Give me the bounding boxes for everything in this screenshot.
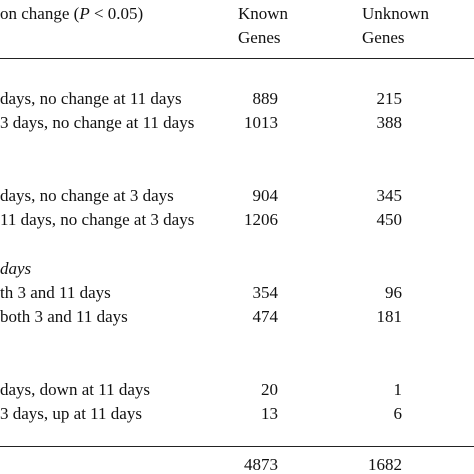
row-label: days, down at 11 days <box>0 380 150 399</box>
total-known-value: 4873 <box>244 455 278 474</box>
col-unknown-header-line2: Genes <box>362 28 405 47</box>
caption-prefix: on change ( <box>0 4 80 23</box>
row-label: th 3 and 11 days <box>0 283 111 302</box>
row-unknown-value: 388 <box>376 113 403 132</box>
col-known-header-line2: Genes <box>238 28 281 47</box>
row-unknown-value: 450 <box>376 210 403 229</box>
row-known-value: 354 <box>252 283 279 302</box>
caption-p-symbol: P <box>79 4 90 23</box>
caption-suffix: < 0.05) <box>89 4 144 23</box>
row-known-value: 904 <box>252 186 279 205</box>
total-unknown-value: 1682 <box>368 455 402 474</box>
row-known-value: 889 <box>252 89 279 108</box>
row-label: 3 days, up at 11 days <box>0 404 142 423</box>
row-unknown-value: 345 <box>376 186 403 205</box>
row-unknown-value: 215 <box>376 89 403 108</box>
row-unknown-value: 181 <box>376 307 403 326</box>
row-known-value: 20 <box>261 380 278 399</box>
row-label: days, no change at 3 days <box>0 186 174 205</box>
row-known-value: 13 <box>261 404 278 423</box>
row-group-heading: days <box>0 259 32 278</box>
row-label: 3 days, no change at 11 days <box>0 113 195 132</box>
row-label: both 3 and 11 days <box>0 307 128 326</box>
row-unknown-value: 96 <box>385 283 402 302</box>
row-known-value: 1013 <box>244 113 278 132</box>
col-unknown-header-line1: Unknown <box>362 4 430 23</box>
row-known-value: 1206 <box>244 210 278 229</box>
totals-rule <box>0 446 474 447</box>
row-unknown-value: 1 <box>393 380 403 399</box>
col-known-header-line1: Known <box>238 4 289 23</box>
header-rule <box>0 58 474 59</box>
row-unknown-value: 6 <box>393 404 403 423</box>
row-label: 11 days, no change at 3 days <box>0 210 195 229</box>
row-label: days, no change at 11 days <box>0 89 182 108</box>
row-known-value: 474 <box>252 307 279 326</box>
table-caption: on change (P < 0.05) <box>0 5 143 22</box>
